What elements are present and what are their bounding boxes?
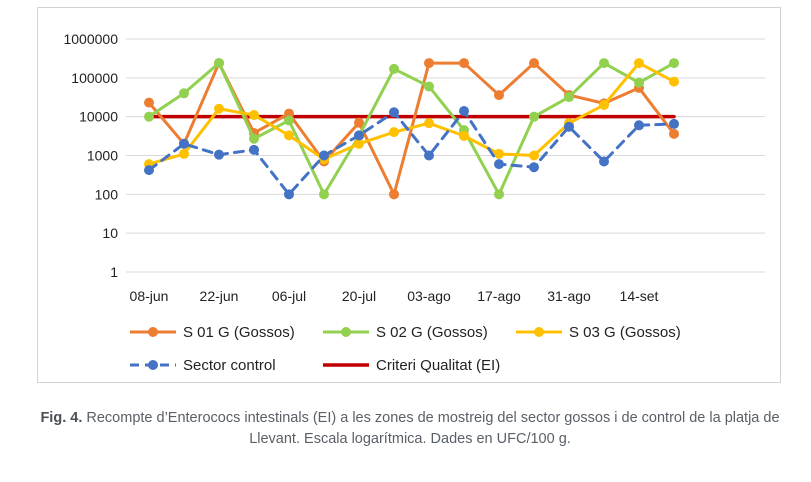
data-point-sector-control — [249, 144, 259, 155]
data-point-s-03-g-gossos — [529, 150, 539, 161]
data-point-s-03-g-gossos — [669, 76, 679, 87]
data-point-s-01-g-gossos — [354, 117, 364, 128]
data-point-s-01-g-gossos — [284, 108, 294, 119]
data-point-s-02-g-gossos — [389, 63, 399, 74]
x-tick-label: 06-jul — [272, 288, 306, 304]
data-point-s-02-g-gossos — [634, 77, 644, 88]
data-point-s-03-g-gossos — [389, 127, 399, 138]
data-point-sector-control — [599, 156, 609, 167]
chart-frame: 1 10 100 1000 10000 100000 1000000 08-jun 22-jun… — [37, 7, 781, 383]
data-point-s-01-g-gossos — [494, 90, 504, 101]
data-point-s-02-g-gossos — [284, 115, 294, 126]
y-tick-label: 100000 — [71, 70, 118, 86]
data-point-s-02-g-gossos — [179, 88, 189, 99]
x-tick-label: 03-ago — [407, 288, 451, 304]
data-point-s-02-g-gossos — [564, 92, 574, 103]
data-point-sector-control — [424, 150, 434, 161]
data-point-sector-control — [494, 159, 504, 170]
data-point-sector-control — [319, 150, 329, 161]
data-point-s-03-g-gossos — [214, 103, 224, 114]
data-point-sector-control — [214, 149, 224, 160]
series-line-sector-control — [147, 109, 676, 196]
data-point-s-02-g-gossos — [599, 58, 609, 69]
x-tick-label: 08-jun — [130, 288, 169, 304]
data-point-s-01-g-gossos — [459, 58, 469, 69]
x-tick-label: 31-ago — [547, 288, 591, 304]
data-point-s-01-g-gossos — [144, 97, 154, 108]
data-point-s-03-g-gossos — [599, 99, 609, 110]
data-point-s-03-g-gossos — [179, 148, 189, 159]
data-point-s-01-g-gossos — [424, 58, 434, 69]
series-line-s-02-g-gossos — [147, 61, 676, 196]
figure-caption: Fig. 4. Recompte d’Enterococs intestinal… — [40, 408, 780, 450]
data-point-sector-control — [459, 105, 469, 116]
data-point-s-03-g-gossos — [284, 130, 294, 141]
data-point-s-02-g-gossos — [144, 111, 154, 122]
x-tick-label: 17-ago — [477, 288, 521, 304]
chart: 1 10 100 1000 10000 100000 1000000 08-jun 22-jun… — [63, 31, 765, 374]
data-point-sector-control — [354, 130, 364, 141]
data-point-s-02-g-gossos — [494, 189, 504, 200]
y-tick-label: 1000000 — [63, 31, 118, 47]
data-point-s-01-g-gossos — [529, 58, 539, 69]
caption-text: Recompte d’Enterococs intestinals (EI) a… — [82, 410, 780, 447]
data-point-s-01-g-gossos — [669, 128, 679, 139]
x-tick-label: 14-set — [620, 288, 659, 304]
data-point-sector-control — [669, 118, 679, 129]
data-point-s-02-g-gossos — [669, 58, 679, 69]
legend-marker-s-03-g-gossos — [534, 327, 544, 337]
data-point-s-02-g-gossos — [249, 133, 259, 144]
legend-label-s-01-g-gossos: S 01 G (Gossos) — [183, 324, 295, 341]
data-point-sector-control — [564, 121, 574, 132]
data-point-s-03-g-gossos — [494, 148, 504, 159]
x-tick-label: 20-jul — [342, 288, 376, 304]
y-tick-label: 100 — [95, 186, 119, 202]
legend-label-s-02-g-gossos: S 02 G (Gossos) — [376, 324, 488, 341]
data-point-s-02-g-gossos — [424, 81, 434, 92]
legend-marker-s-02-g-gossos — [341, 327, 351, 337]
caption-label: Fig. 4. — [40, 410, 83, 426]
data-point-s-02-g-gossos — [319, 189, 329, 200]
data-point-s-03-g-gossos — [459, 130, 469, 141]
y-tick-label: 10 — [102, 225, 118, 241]
data-point-s-02-g-gossos — [529, 111, 539, 122]
data-point-s-01-g-gossos — [389, 189, 399, 200]
data-point-sector-control — [634, 120, 644, 131]
legend-label-s-03-g-gossos: S 03 G (Gossos) — [569, 324, 681, 341]
y-tick-label: 1 — [110, 264, 118, 280]
data-point-sector-control — [529, 162, 539, 173]
y-tick-label: 1000 — [87, 148, 118, 164]
legend-label-criteri-qualitat-ei: Criteri Qualitat (EI) — [376, 357, 500, 374]
data-point-s-02-g-gossos — [214, 58, 224, 69]
data-point-s-03-g-gossos — [249, 110, 259, 121]
legend-marker-sector-control — [148, 360, 158, 370]
data-point-sector-control — [179, 138, 189, 149]
data-point-s-03-g-gossos — [634, 58, 644, 69]
legend-marker-s-01-g-gossos — [148, 327, 158, 337]
series-line-s-03-g-gossos — [147, 61, 676, 166]
data-point-sector-control — [284, 189, 294, 200]
data-point-sector-control — [389, 107, 399, 118]
y-tick-label: 10000 — [79, 109, 118, 125]
data-point-sector-control — [144, 165, 154, 176]
data-point-s-03-g-gossos — [424, 118, 434, 129]
legend-label-sector-control: Sector control — [183, 357, 276, 374]
x-tick-label: 22-jun — [200, 288, 239, 304]
data-point-s-03-g-gossos — [354, 138, 364, 149]
